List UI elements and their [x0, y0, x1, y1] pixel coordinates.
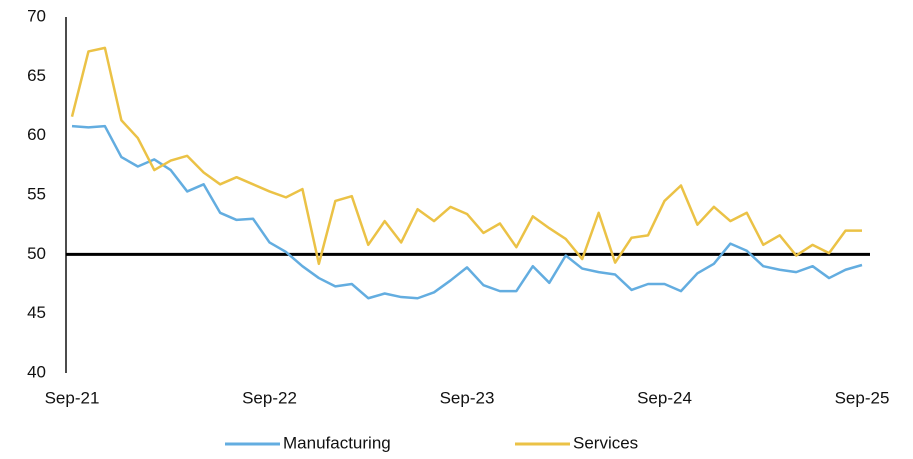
y-tick-label: 50 — [27, 244, 46, 263]
x-tick-label: Sep-21 — [45, 388, 100, 407]
y-tick-label: 55 — [27, 184, 46, 203]
x-tick-label: Sep-22 — [242, 388, 297, 407]
y-tick-label: 40 — [27, 362, 46, 381]
y-tick-label: 60 — [27, 125, 46, 144]
y-tick-label: 70 — [27, 6, 46, 25]
y-tick-label: 45 — [27, 303, 46, 322]
legend-label: Manufacturing — [283, 433, 391, 452]
series-line — [70, 46, 862, 266]
x-tick-label: Sep-25 — [835, 388, 890, 407]
y-tick-label: 65 — [27, 66, 46, 85]
x-tick-label: Sep-23 — [440, 388, 495, 407]
series-line — [71, 124, 863, 300]
x-tick-label: Sep-24 — [637, 388, 692, 407]
legend-label: Services — [573, 433, 638, 452]
